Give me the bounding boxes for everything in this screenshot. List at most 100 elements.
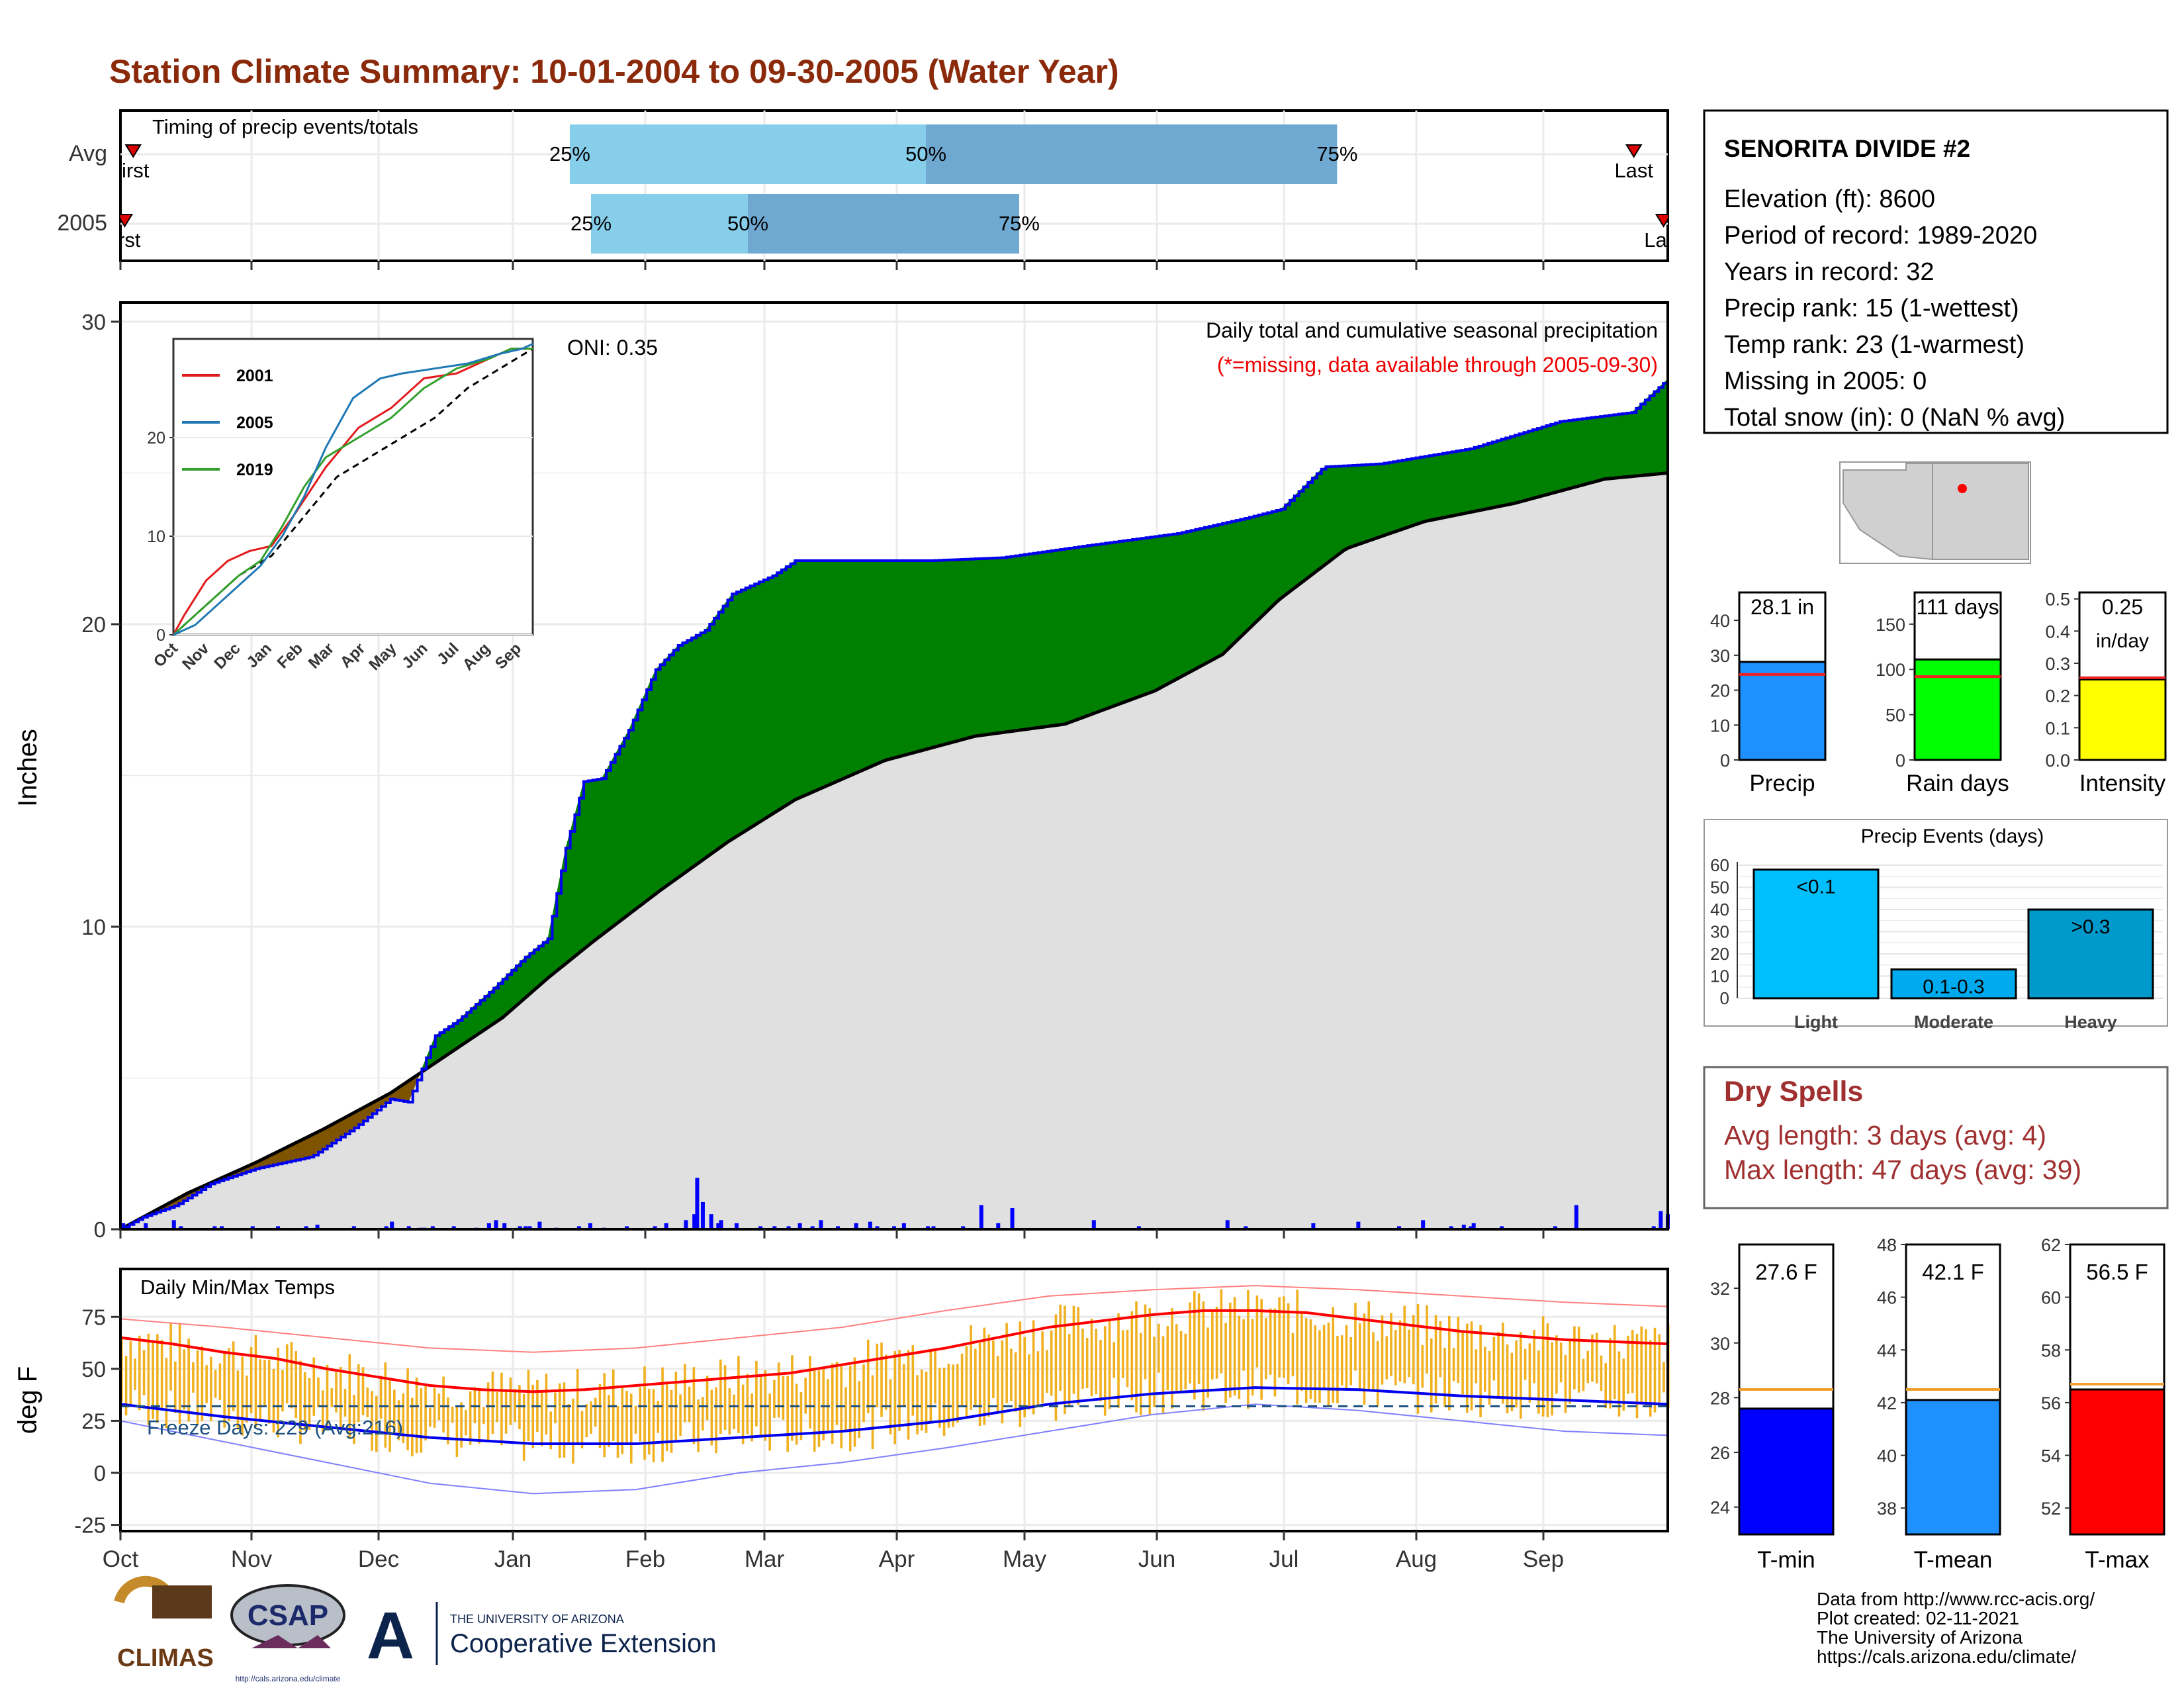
daily-temp-range-bar [330, 1388, 334, 1407]
daily-temp-range-bar [433, 1387, 436, 1428]
inset-frame [172, 338, 534, 636]
mini-y-tick-label: 150 [1876, 615, 1905, 635]
mini-label: Precip [1749, 771, 1815, 796]
station-frame [1703, 109, 2169, 434]
precip-anomaly-segment [1218, 523, 1223, 657]
event-bar-label: >0.3 [2071, 916, 2110, 938]
precip-anomaly-segment [1271, 510, 1277, 608]
precip-anomaly-segment [880, 560, 886, 763]
daily-temp-range-bar [142, 1350, 146, 1395]
temp-mini-y-tick-label: 56 [2041, 1393, 2061, 1413]
daily-temp-range-bar [1095, 1329, 1098, 1395]
daily-temp-range-bar [1260, 1299, 1263, 1400]
daily-temp-range-bar [1108, 1319, 1111, 1409]
daily-temp-range-bar [625, 1391, 628, 1444]
daily-temp-range-bar [1434, 1315, 1437, 1404]
precip-anomaly-segment [795, 560, 800, 800]
mini-y-tick-label: 100 [1876, 660, 1905, 680]
daily-temp-range-bar [1121, 1330, 1124, 1378]
precip-anomaly-segment [709, 617, 715, 856]
timing-label-50: 50% [727, 212, 768, 235]
precip-anomaly-segment [1330, 466, 1336, 561]
timing-last-label: Last [1644, 228, 1683, 252]
event-bar [2027, 908, 2154, 1000]
precip-anomaly-segment [1393, 460, 1398, 533]
daily-temp-range-bar [1367, 1301, 1371, 1389]
daily-temp-range-bar [147, 1333, 150, 1425]
daily-temp-range-bar [169, 1323, 172, 1391]
credits: Data from http://www.rcc-acis.org/Plot c… [1817, 1589, 2095, 1667]
precip-anomaly-segment [1451, 451, 1457, 516]
precip-anomaly-segment [615, 745, 620, 925]
daily-temp-range-bar [1470, 1321, 1473, 1411]
precip-anomaly-segment [1159, 535, 1165, 689]
daily-temp-range-bar [361, 1367, 365, 1415]
daily-temp-range-bar [1265, 1318, 1267, 1380]
daily-temp-range-bar [661, 1367, 664, 1462]
precip-anomaly-segment [1173, 533, 1178, 682]
daily-temp-range-bar [1586, 1350, 1589, 1383]
daily-temp-range-bar [1103, 1326, 1107, 1416]
daily-temp-range-bar [679, 1394, 682, 1436]
station-name: SENORITA DIVIDE #2 [1724, 135, 1970, 162]
daily-precip-bar [700, 1201, 705, 1229]
mini-value-label: 28.1 in [1751, 595, 1814, 619]
daily-temp-range-bar [822, 1368, 825, 1441]
precip-anomaly-segment [1096, 543, 1101, 713]
precip-anomaly-segment [1307, 477, 1313, 579]
daily-temp-range-bar [165, 1358, 168, 1429]
daily-temp-range-bar [974, 1348, 977, 1407]
daily-temp-range-bar [1443, 1347, 1446, 1407]
daily-temp-range-bar [1506, 1344, 1509, 1414]
precip-anomaly-segment [1015, 555, 1021, 731]
precip-subtitle: Daily total and cumulative seasonal prec… [1206, 318, 1658, 342]
daily-temp-range-bar [639, 1387, 642, 1442]
locator-map [1839, 461, 2031, 564]
precip-anomaly-segment [745, 585, 751, 831]
precip-anomaly-segment [1461, 449, 1466, 515]
station-info-box: SENORITA DIVIDE #2 Elevation (ft): 8600 P… [1703, 109, 2169, 434]
precip-anomaly-segment [1559, 420, 1565, 492]
logos: CLIMAS CSAP http://cals.arizona.edu/clim… [114, 1575, 716, 1683]
daily-temp-range-bar [250, 1347, 253, 1413]
daily-temp-range-bar [1559, 1342, 1563, 1383]
station-location-dot [1958, 484, 1967, 493]
precip-anomaly-segment [583, 780, 589, 950]
precip-anomaly-segment [1617, 413, 1623, 479]
daily-precip-bar [786, 1226, 791, 1229]
precip-anomaly-segment [1406, 458, 1412, 528]
daily-temp-range-bar [201, 1346, 204, 1421]
daily-temp-range-bar [267, 1360, 271, 1424]
daily-temp-range-bar [254, 1335, 257, 1427]
precip-anomaly-segment [1546, 424, 1551, 495]
daily-temp-range-bar [371, 1391, 373, 1451]
temp-mini-y-tick-label: 44 [1877, 1340, 1897, 1360]
daily-temp-range-bar [728, 1388, 731, 1435]
precip-anomaly-segment [1447, 451, 1453, 518]
daily-precip-bar [1461, 1225, 1466, 1229]
daily-temp-range-bar [388, 1379, 391, 1452]
precip-anomaly-segment [938, 559, 944, 747]
daily-temp-range-bar [1300, 1313, 1303, 1391]
daily-temp-range-bar [1023, 1336, 1026, 1418]
precip-anomaly-segment [678, 642, 683, 878]
precip-anomaly-segment [750, 583, 755, 829]
precip-anomaly-segment [1285, 500, 1291, 596]
daily-temp-range-bar [777, 1362, 780, 1418]
daily-temp-range-bar [902, 1364, 905, 1407]
daily-temp-range-bar [187, 1338, 190, 1422]
daily-temp-range-bar [768, 1393, 771, 1451]
daily-temp-range-bar [871, 1375, 874, 1449]
precip-anomaly-segment [1352, 465, 1358, 547]
precip-anomaly-segment [1163, 534, 1169, 686]
precip-anomaly-segment [1154, 536, 1160, 692]
precip-anomaly-segment [1091, 544, 1097, 715]
month-label: Sep [1523, 1546, 1564, 1572]
avg-cumulative-line [119, 471, 1668, 1231]
daily-temp-range-bar [259, 1359, 261, 1421]
precip-anomaly-segment [1586, 417, 1592, 485]
temp-panel: -25 0 25 50 75 deg F Daily Min/Max Temps Fre… [13, 1268, 1670, 1572]
ua-small-text: THE UNIVERSITY OF ARIZONA [450, 1613, 624, 1626]
daily-precip-bar [692, 1214, 697, 1229]
precip-anomaly-segment [1060, 548, 1066, 726]
